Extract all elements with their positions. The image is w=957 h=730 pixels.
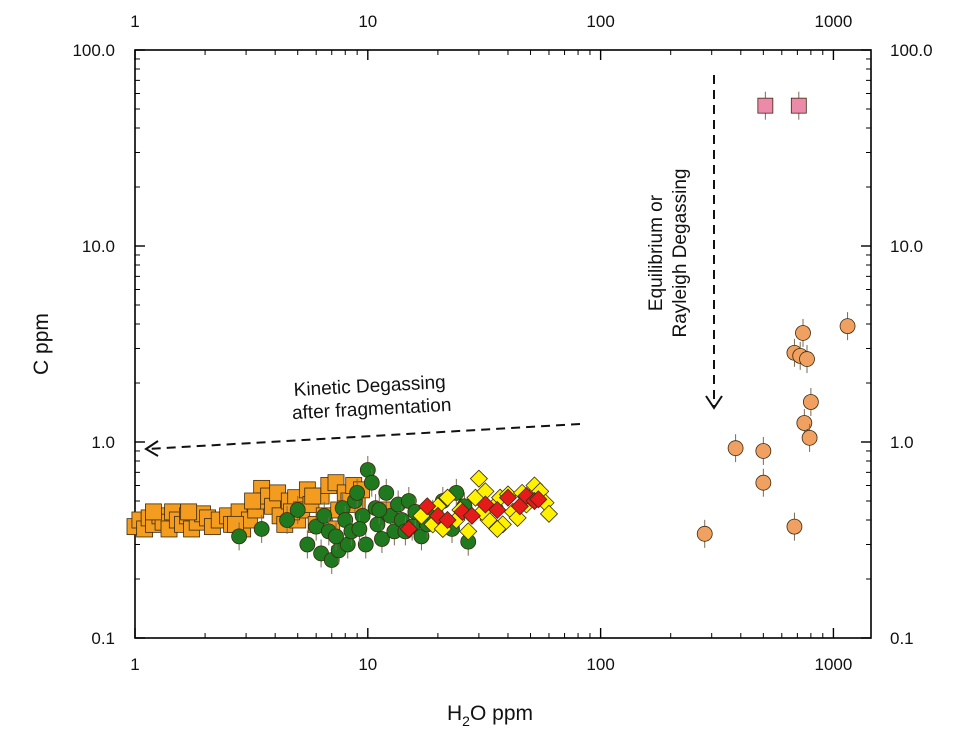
data-point-diamond: [462, 506, 481, 525]
data-point-circle: [363, 474, 380, 491]
data-point-circle: [369, 516, 386, 533]
equilibrium-label-line2: Rayleigh Degassing: [670, 169, 691, 338]
kinetic-arrowhead: [144, 440, 159, 457]
y-tick-label-right: 10.0: [890, 237, 923, 256]
y-tick-label-left: 1.0: [91, 433, 115, 452]
kinetic-arrow: [147, 423, 581, 450]
data-point-square: [145, 503, 162, 521]
data-point-diamond: [453, 502, 472, 521]
data-point-circle: [279, 512, 295, 528]
data-point-circle: [289, 502, 306, 518]
y-tick-label-left: 0.1: [91, 629, 115, 648]
data-point-circle: [802, 394, 819, 410]
axes: 1 1 10 10 100 100 1000 1000 0.1 0.1 1.0 1.0 10.0 10.0…: [72, 12, 932, 674]
data-point-circle: [357, 536, 374, 553]
y-tick-label-right: 100.0: [890, 41, 933, 60]
x-axis-title-subscript: 2: [462, 713, 470, 729]
data-point-circle: [799, 351, 815, 367]
data-point-square: [244, 492, 262, 510]
data-point-diamond: [438, 510, 457, 530]
data-point-circle: [351, 521, 368, 537]
data-point-circle: [349, 484, 366, 501]
x-tick-label-top: 10: [358, 12, 377, 31]
data-point-square: [790, 97, 807, 114]
data-point-circle: [755, 443, 772, 459]
y-tick-label-left: 100.0: [72, 41, 115, 60]
x-tick-label-top: 100: [586, 12, 614, 31]
data-point-circle: [796, 415, 813, 431]
x-tick-label-bottom: 10: [358, 655, 377, 674]
y-tick-label-right: 1.0: [890, 433, 914, 452]
x-axis-title: H2O ppm: [447, 702, 533, 729]
y-tick-label-left: 10.0: [82, 237, 115, 256]
equilibrium-arrowhead: [705, 395, 723, 410]
data-point-circle: [696, 525, 713, 542]
data-point-diamond: [529, 490, 548, 509]
data-points: [126, 91, 856, 575]
data-point-diamond: [488, 519, 507, 539]
data-point-square: [757, 97, 774, 114]
data-point-circle: [231, 528, 248, 545]
data-point-circle: [378, 484, 395, 501]
data-point-square: [304, 487, 322, 505]
data-point-circle: [727, 440, 744, 457]
plot-frame: [134, 49, 872, 639]
data-point-circle: [253, 521, 270, 537]
data-point-diamond: [399, 519, 418, 539]
y-tick-label-right: 0.1: [890, 629, 914, 648]
data-point-circle: [354, 507, 371, 524]
data-point-circle: [786, 518, 803, 535]
data-point-diamond: [459, 522, 478, 541]
data-point-diamond: [488, 500, 507, 520]
data-point-circle: [299, 536, 316, 553]
x-axis-title-rest: O ppm: [470, 702, 533, 725]
data-point-circle: [371, 502, 388, 518]
data-point-diamond: [469, 469, 488, 488]
data-point-diamond: [539, 504, 559, 523]
data-point-diamond: [476, 495, 495, 514]
data-point-diamond: [498, 488, 518, 507]
data-point-square: [180, 503, 198, 521]
x-tick-label-top: 1000: [815, 12, 853, 31]
x-tick-label-top: 1: [130, 12, 139, 31]
data-point-circle: [755, 474, 772, 491]
data-point-diamond: [438, 488, 457, 507]
data-point-circle: [374, 531, 390, 547]
data-point-circle: [316, 507, 333, 524]
data-point-circle: [839, 318, 856, 335]
data-point-circle: [795, 325, 811, 341]
x-tick-label-bottom: 100: [586, 655, 614, 674]
x-tick-label-bottom: 1000: [815, 655, 853, 674]
x-tick-label-bottom: 1: [130, 655, 139, 674]
data-point-diamond: [418, 497, 437, 516]
data-point-circle: [328, 528, 344, 545]
data-point-diamond: [508, 508, 527, 527]
equilibrium-label-line1: Equilibrium or: [646, 194, 667, 311]
x-axis-title-h: H: [447, 702, 462, 725]
data-point-circle: [801, 429, 818, 446]
y-axis-title: C ppm: [30, 313, 53, 375]
